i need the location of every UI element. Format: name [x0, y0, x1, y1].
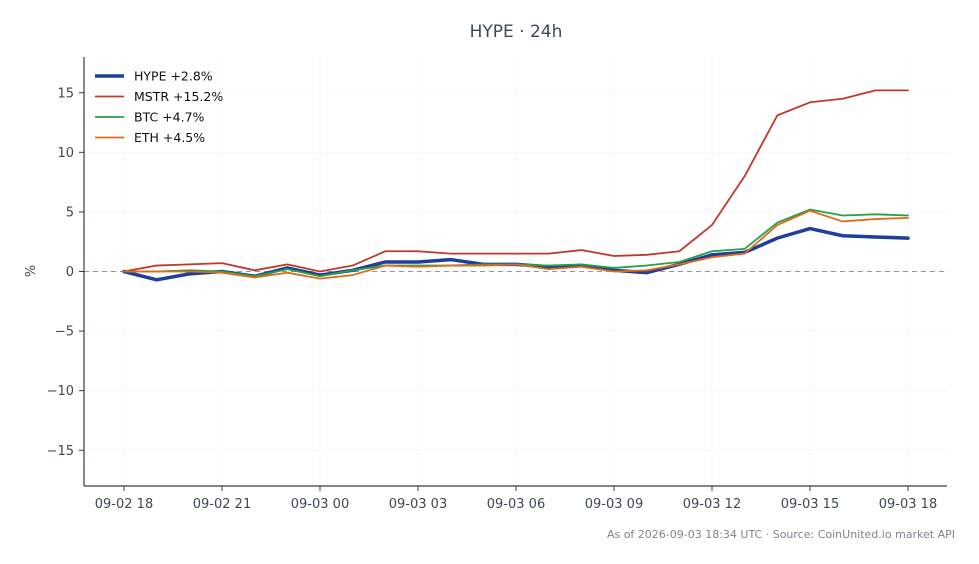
x-tick-label: 09-02 21 — [193, 497, 251, 512]
x-tick-label: 09-03 00 — [291, 497, 349, 512]
chart-title: HYPE · 24h — [470, 22, 563, 42]
x-tick-label: 09-02 18 — [95, 497, 153, 512]
x-tick-label: 09-03 15 — [781, 497, 839, 512]
y-axis-label: % — [24, 265, 39, 277]
y-tick-label: −15 — [47, 444, 74, 459]
y-tick-label: 5 — [66, 205, 74, 220]
y-axis-ticks: −15 −10 −5 0 5 10 15 — [47, 86, 84, 459]
x-tick-label: 09-03 09 — [585, 497, 643, 512]
x-tick-label: 09-03 12 — [683, 497, 741, 512]
legend: HYPE +2.8% MSTR +15.2% BTC +4.7% ETH +4.5% — [95, 69, 223, 145]
legend-label: MSTR +15.2% — [134, 89, 223, 104]
x-axis-ticks: 09-02 18 09-02 21 09-03 00 09-03 03 09-03 06… — [95, 486, 937, 512]
series-line-3 — [123, 209, 909, 280]
legend-label: BTC +4.7% — [134, 110, 205, 125]
y-tick-label: 0 — [66, 265, 74, 280]
y-tick-label: −10 — [47, 384, 74, 399]
legend-label: HYPE +2.8% — [134, 69, 213, 84]
y-tick-label: −5 — [55, 325, 74, 340]
y-tick-label: 10 — [57, 146, 74, 161]
x-tick-label: 09-03 06 — [487, 497, 545, 512]
legend-label: ETH +4.5% — [134, 130, 205, 145]
source-note: As of 2026-09-03 18:34 UTC · Source: Coi… — [607, 528, 955, 541]
series-line-1 — [123, 89, 909, 273]
x-tick-label: 09-03 18 — [879, 497, 937, 512]
x-tick-label: 09-03 03 — [389, 497, 447, 512]
grid — [84, 57, 947, 486]
series-group — [122, 89, 910, 282]
y-tick-label: 15 — [57, 86, 74, 101]
